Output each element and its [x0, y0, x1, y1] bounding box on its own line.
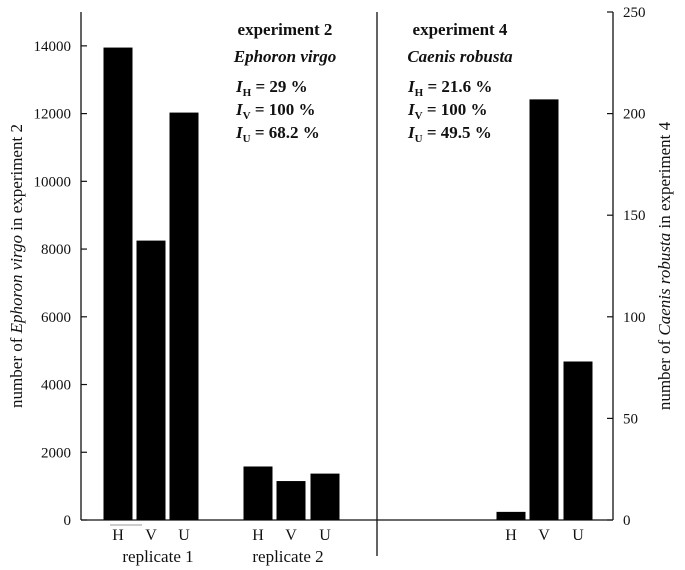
left-tick-label: 14000 — [34, 39, 72, 55]
right-tick-label: 150 — [623, 208, 646, 224]
left-tick-label: 6000 — [41, 310, 71, 326]
category-label: V — [145, 527, 157, 544]
bars — [103, 47, 593, 521]
right-tick-label: 0 — [623, 513, 631, 529]
panel-heading: experiment 2 — [238, 20, 333, 39]
bar-experiment-2-replicate-2-H — [243, 466, 273, 520]
bar-experiment-4-group-U — [563, 361, 593, 520]
category-label: V — [285, 527, 297, 544]
bar-experiment-2-replicate-1-U — [169, 112, 199, 521]
left-tick-label: 4000 — [41, 378, 71, 394]
left-tick-label: 0 — [64, 513, 72, 529]
category-label: H — [505, 527, 517, 544]
bar-experiment-2-replicate-2-V — [276, 481, 306, 520]
category-label: H — [112, 527, 124, 544]
replicate-label: replicate 2 — [252, 547, 323, 566]
bar-experiment-2-replicate-2-U — [310, 473, 340, 520]
category-label: H — [252, 527, 264, 544]
panel-heading: experiment 4 — [413, 20, 508, 39]
right-tick-label: 250 — [623, 5, 646, 21]
left-y-axis: 0 2000 4000 6000 8000 10000 12000 14000 — [34, 39, 87, 529]
right-y-axis: 0 50 100 150 200 250 — [607, 5, 646, 529]
index-value: IH = 29 % — [235, 77, 308, 99]
category-label: U — [572, 527, 584, 544]
right-tick-label: 100 — [623, 310, 646, 326]
left-tick-label: 10000 — [34, 174, 72, 190]
index-value: IU = 68.2 % — [235, 123, 320, 145]
right-tick-label: 50 — [623, 411, 638, 427]
bar-experiment-2-replicate-1-H — [103, 47, 133, 521]
replicate-label: replicate 1 — [122, 547, 193, 566]
index-value: IV = 100 % — [235, 100, 316, 122]
left-tick-label: 12000 — [34, 107, 72, 123]
species-label: Caenis robusta — [407, 47, 513, 66]
category-label: V — [538, 527, 550, 544]
left-axis-title: number of Ephoron virgo in experiment 2 — [7, 124, 26, 408]
axis-titles: number of Ephoron virgo in experiment 2 n… — [7, 121, 674, 410]
index-value: IU = 49.5 % — [407, 123, 492, 145]
species-label: Ephoron virgo — [233, 47, 337, 66]
category-label: U — [319, 527, 331, 544]
bar-experiment-2-replicate-1-V — [136, 240, 166, 520]
bar-experiment-4-group-V — [529, 99, 559, 520]
left-tick-label: 8000 — [41, 242, 71, 258]
right-axis-title: number of Caenis robusta in experiment 4 — [655, 121, 674, 410]
index-value: IH = 21.6 % — [407, 77, 492, 99]
index-value: IV = 100 % — [407, 100, 488, 122]
category-label: U — [178, 527, 190, 544]
bar-experiment-4-group-H — [496, 511, 526, 520]
left-tick-label: 2000 — [41, 445, 71, 461]
right-tick-label: 200 — [623, 107, 646, 123]
